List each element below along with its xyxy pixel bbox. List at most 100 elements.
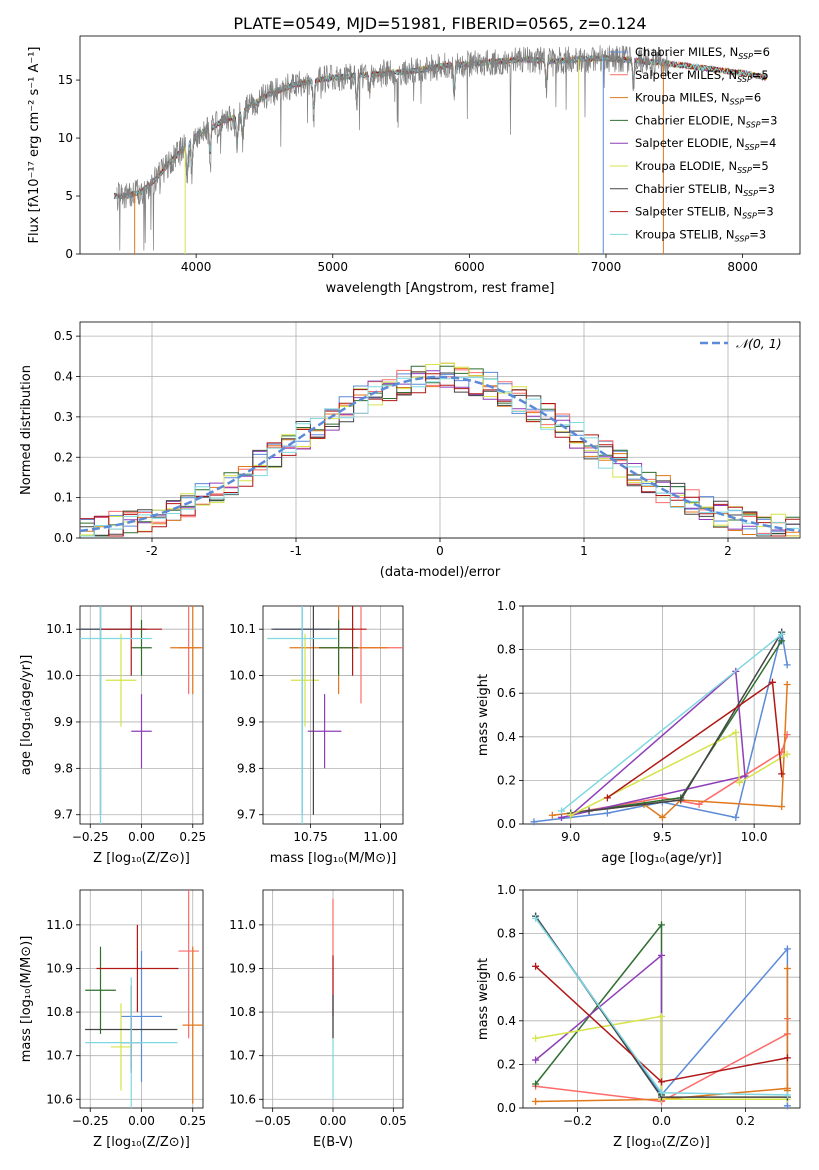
y-tick-label: 0.4 [497, 730, 516, 744]
x-axis-label: Z [log₁₀(Z/Z⊙)] [93, 1135, 190, 1150]
legend-label: 𝒩(0, 1) [736, 336, 782, 351]
weight-point [783, 945, 791, 953]
y-tick-label: 11.0 [46, 918, 73, 932]
legend-label: Salpeter ELODIE, NSSP=4 [635, 136, 776, 152]
x-axis-label: wavelength [Angstrom, rest frame] [326, 281, 555, 296]
y-tick-label: 10.7 [46, 1049, 73, 1063]
y-tick-label: 0.2 [497, 773, 516, 787]
y-tick-label: 15 [58, 73, 73, 87]
weight-point [735, 779, 743, 787]
weight-point [778, 770, 786, 778]
x-tick-label: 0.00 [320, 1114, 347, 1128]
y-tick-label: 0.4 [54, 370, 73, 384]
x-tick-label: −0.25 [72, 1114, 109, 1128]
x-tick-label: 10.75 [293, 830, 327, 844]
page-title: PLATE=0549, MJD=51981, FIBERID=0565, z=0… [233, 14, 646, 33]
chart-weight-vs-Z: −0.2 0.0 0.2 0.0 0.2 0.4 0.6 0.8 1.0 Z [log₁₀(Z/Z… [476, 883, 801, 1150]
weight-point [558, 807, 566, 815]
x-tick-label: 0.00 [128, 1114, 155, 1128]
x-tick-label: 0.00 [128, 830, 155, 844]
y-tick-label: 10.9 [46, 961, 73, 975]
weight-point [783, 680, 791, 688]
chart-age-vs-Z: −0.25 0.00 0.25 9.7 9.8 9.9 10.0 10.1 Z [log₁₀(Z… [19, 605, 206, 866]
x-tick-label: 0.05 [380, 1114, 407, 1128]
x-tick-label: 10.0 [741, 830, 768, 844]
y-tick-label: 10.6 [46, 1092, 73, 1106]
x-tick-label: 2 [724, 544, 732, 558]
weight-point [603, 794, 611, 802]
x-tick-label: 0.0 [652, 1114, 671, 1128]
weight-point [532, 1097, 540, 1105]
weight-point [695, 800, 703, 808]
y-axis-label: mass weight [476, 674, 491, 756]
weight-point [585, 807, 593, 815]
weight-point [658, 1089, 665, 1097]
x-axis-label: mass [log₁₀(M/M⊙)] [270, 851, 397, 866]
spectrum-observed [116, 45, 669, 251]
weight-series-line [588, 631, 783, 812]
gaussian-curve [79, 375, 801, 533]
y-tick-label: 0.0 [497, 817, 516, 831]
legend-label: Chabrier ELODIE, NSSP=3 [635, 113, 777, 129]
weight-point [548, 811, 556, 819]
y-tick-label: 10.0 [46, 669, 73, 683]
y-tick-label: 10.1 [46, 622, 73, 636]
y-axis-label: mass [log₁₀(M/M⊙)] [19, 936, 34, 1063]
y-tick-label: 0.2 [497, 1057, 516, 1071]
y-tick-label: 10.9 [229, 961, 256, 975]
legend-label: Chabrier STELIB, NSSP=3 [635, 182, 775, 198]
y-tick-label: 0.8 [497, 927, 516, 941]
weight-point [783, 1054, 791, 1062]
y-axis-label: Normed distribution [19, 365, 34, 495]
axes-frame [79, 35, 801, 255]
x-tick-label: -2 [146, 544, 158, 558]
y-tick-label: 10.8 [229, 1005, 256, 1019]
y-tick-label: 10 [58, 131, 73, 145]
weight-point [658, 951, 665, 959]
chart-weight-vs-age: 9.0 9.5 10.0 0.0 0.2 0.4 0.6 0.8 1.0 age [log₁₀(a… [476, 599, 801, 866]
weight-point [783, 750, 791, 758]
x-tick-label: 5000 [317, 260, 348, 274]
x-tick-label: 4000 [181, 260, 212, 274]
x-tick-label: −0.25 [72, 830, 109, 844]
y-tick-label: 10.0 [229, 669, 256, 683]
y-tick-label: 0.1 [54, 491, 73, 505]
weight-point [532, 914, 540, 922]
chart-spectrum: 4000 5000 6000 7000 8000 0 5 10 15 wavelength [An… [27, 35, 801, 296]
x-tick-label: 9.5 [653, 830, 672, 844]
y-tick-label: 10.1 [229, 622, 256, 636]
y-tick-label: 0.4 [497, 1014, 516, 1028]
x-tick-label: 9.0 [561, 830, 580, 844]
x-tick-label: -1 [290, 544, 302, 558]
y-tick-label: 11.0 [229, 918, 256, 932]
weight-point [778, 637, 786, 645]
x-axis-label: Z [log₁₀(Z/Z⊙)] [93, 851, 190, 866]
x-tick-label: −0.2 [563, 1114, 592, 1128]
y-tick-label: 0.0 [54, 531, 73, 545]
weight-point [603, 809, 611, 817]
x-axis-label: E(B-V) [313, 1135, 353, 1150]
weight-series-line [570, 731, 788, 816]
y-tick-label: 0.2 [54, 450, 73, 464]
axes-frame [262, 605, 404, 825]
weight-series-line [561, 633, 783, 812]
weight-point [778, 803, 786, 811]
weight-point [530, 818, 538, 826]
chart-residual-hist: -2 -1 0 1 2 0.0 0.1 0.2 0.3 0.4 0.5 (data-model)/er… [19, 321, 801, 580]
x-tick-label: 0.25 [179, 1114, 206, 1128]
legend-label: Salpeter MILES, NSSP=5 [635, 68, 769, 84]
weight-point [532, 1080, 540, 1088]
x-axis-label: (data-model)/error [380, 565, 501, 580]
legend-label: Kroupa MILES, NSSP=6 [635, 91, 761, 107]
axes-frame [79, 889, 204, 1109]
x-tick-label: 0.2 [736, 1114, 755, 1128]
y-tick-label: 9.7 [54, 808, 73, 822]
y-tick-label: 0.0 [497, 1101, 516, 1115]
y-tick-label: 9.7 [237, 808, 256, 822]
weight-point [768, 678, 776, 686]
y-tick-label: 9.9 [237, 715, 256, 729]
y-axis-label: Flux [fλ10⁻¹⁷ erg cm⁻² s⁻¹ A⁻¹] [27, 47, 42, 244]
weight-point [732, 813, 740, 821]
weight-point [732, 728, 740, 736]
